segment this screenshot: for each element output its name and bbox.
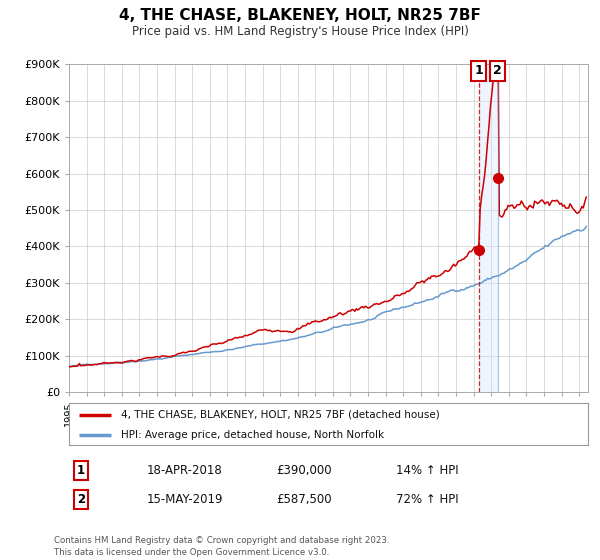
- Text: 4, THE CHASE, BLAKENEY, HOLT, NR25 7BF: 4, THE CHASE, BLAKENEY, HOLT, NR25 7BF: [119, 8, 481, 24]
- Text: 72% ↑ HPI: 72% ↑ HPI: [396, 493, 458, 506]
- Text: £587,500: £587,500: [276, 493, 332, 506]
- Text: HPI: Average price, detached house, North Norfolk: HPI: Average price, detached house, Nort…: [121, 430, 384, 440]
- Text: 2: 2: [493, 64, 502, 77]
- Text: 1: 1: [77, 464, 85, 477]
- Text: Contains HM Land Registry data © Crown copyright and database right 2023.
This d: Contains HM Land Registry data © Crown c…: [54, 536, 389, 557]
- Text: 15-MAY-2019: 15-MAY-2019: [147, 493, 223, 506]
- Bar: [479, 64, 498, 392]
- Text: 2: 2: [77, 493, 85, 506]
- Text: 18-APR-2018: 18-APR-2018: [147, 464, 223, 477]
- Text: £390,000: £390,000: [276, 464, 332, 477]
- Text: 1: 1: [475, 64, 483, 77]
- Text: Price paid vs. HM Land Registry's House Price Index (HPI): Price paid vs. HM Land Registry's House …: [131, 25, 469, 38]
- Text: 4, THE CHASE, BLAKENEY, HOLT, NR25 7BF (detached house): 4, THE CHASE, BLAKENEY, HOLT, NR25 7BF (…: [121, 410, 440, 420]
- Text: 14% ↑ HPI: 14% ↑ HPI: [396, 464, 458, 477]
